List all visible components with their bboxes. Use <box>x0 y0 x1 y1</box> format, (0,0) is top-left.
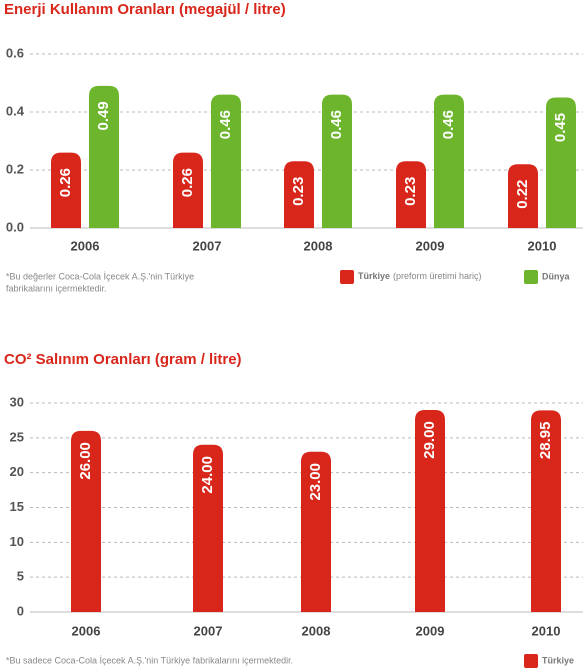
bar <box>508 164 538 228</box>
bar <box>71 430 101 612</box>
footnote: fabrikalarını içermektedir. <box>6 283 107 293</box>
value-label: 26.00 <box>77 442 94 480</box>
footnote: *Bu sadece Coca-Cola İçecek A.Ş.'nin Tür… <box>6 655 293 665</box>
legend-label: Dünya <box>542 271 571 281</box>
value-label: 0.46 <box>217 110 234 139</box>
legend-swatch <box>524 654 538 668</box>
value-label: 0.26 <box>57 168 74 197</box>
x-tick-label: 2010 <box>532 623 561 638</box>
x-tick-label: 2010 <box>528 238 557 253</box>
bar <box>415 409 445 612</box>
bar <box>51 152 81 228</box>
legend-name: Türkiye <box>358 271 390 281</box>
bar <box>434 94 464 228</box>
x-tick-label: 2008 <box>304 238 333 253</box>
x-tick-label: 2007 <box>193 238 222 253</box>
bar <box>546 97 576 228</box>
y-tick-label: 15 <box>10 499 24 514</box>
value-label: 0.23 <box>402 177 419 206</box>
value-label: 0.49 <box>95 101 112 130</box>
y-tick-label: 0.4 <box>6 103 25 118</box>
bar <box>284 161 314 228</box>
value-label: 0.23 <box>290 177 307 206</box>
x-tick-label: 2009 <box>416 623 445 638</box>
footnote: *Bu değerler Coca-Cola İçecek A.Ş.'nin T… <box>6 271 194 281</box>
bar <box>531 410 561 612</box>
bar <box>89 85 119 229</box>
x-tick-label: 2008 <box>302 623 331 638</box>
y-tick-label: 0 <box>17 603 24 618</box>
bar <box>322 94 352 228</box>
legend-swatch <box>524 270 538 284</box>
x-tick-label: 2009 <box>416 238 445 253</box>
bar <box>193 444 223 612</box>
value-label: 29.00 <box>421 421 438 459</box>
y-tick-label: 20 <box>10 464 24 479</box>
value-label: 28.95 <box>537 422 554 460</box>
y-tick-label: 10 <box>10 534 24 549</box>
x-tick-label: 2006 <box>72 623 101 638</box>
y-tick-label: 0.2 <box>6 161 24 176</box>
value-label: 0.45 <box>552 113 569 142</box>
x-tick-label: 2007 <box>194 623 223 638</box>
value-label: 0.46 <box>440 110 457 139</box>
value-label: 0.26 <box>179 168 196 197</box>
chart-title: Enerji Kullanım Oranları (megajül / litr… <box>4 1 286 18</box>
y-tick-label: 25 <box>10 429 24 444</box>
legend-swatch <box>340 270 354 284</box>
x-tick-label: 2006 <box>71 238 100 253</box>
chart-title: CO² Salınım Oranları (gram / litre) <box>4 351 242 368</box>
y-tick-label: 0.6 <box>6 45 24 60</box>
value-label: 0.22 <box>514 180 531 209</box>
bar <box>301 451 331 612</box>
value-label: 23.00 <box>307 463 324 501</box>
legend-label: Türkiye (preform üretimi hariç) <box>358 271 482 281</box>
bar <box>396 161 426 228</box>
legend-note: (preform üretimi hariç) <box>393 271 482 281</box>
legend-label: Türkiye <box>542 655 574 665</box>
bar <box>173 152 203 228</box>
y-tick-label: 30 <box>10 394 24 409</box>
value-label: 24.00 <box>199 456 216 494</box>
value-label: 0.46 <box>328 110 345 139</box>
y-tick-label: 0.0 <box>6 219 24 234</box>
y-tick-label: 5 <box>17 569 24 584</box>
bar <box>211 94 241 228</box>
